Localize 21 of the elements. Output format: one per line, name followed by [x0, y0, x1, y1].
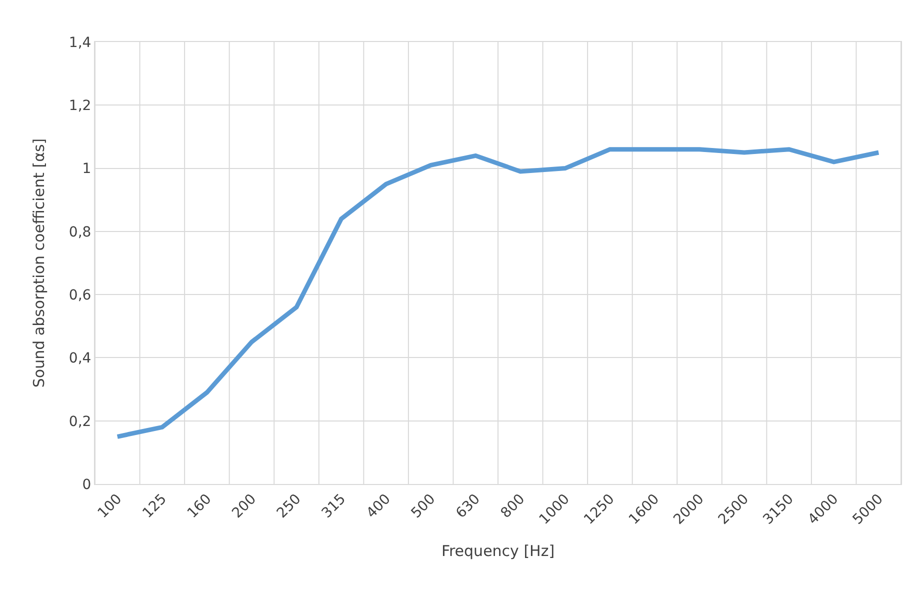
x-tick-label: 315 — [318, 491, 350, 522]
x-tick-label: 500 — [408, 491, 439, 522]
x-tick-label: 160 — [184, 491, 215, 522]
y-tick-label: 1,4 — [68, 34, 92, 51]
x-axis-title: Frequency [Hz] — [441, 542, 555, 560]
x-tick-label: 630 — [453, 491, 484, 522]
x-tick-label: 250 — [274, 491, 304, 522]
x-tick-label: 400 — [364, 491, 394, 522]
y-axis-title: Sound absorption coefficient [αs] — [30, 138, 48, 388]
y-tick-label: 0 — [82, 476, 92, 493]
y-tick-label: 1 — [82, 161, 92, 178]
y-tick-label: 0,6 — [68, 287, 92, 304]
line-series — [115, 147, 881, 439]
y-tick-label: 0,8 — [68, 224, 92, 240]
y-tick-label: 1,2 — [68, 98, 92, 114]
x-tick-label: 125 — [140, 491, 170, 522]
y-tick-label: 0,4 — [68, 350, 92, 367]
x-tick-label: 100 — [94, 491, 126, 522]
x-tick-label: 800 — [498, 491, 528, 522]
y-tick-label: 0,2 — [68, 414, 92, 430]
x-tick-label: 200 — [229, 491, 260, 522]
